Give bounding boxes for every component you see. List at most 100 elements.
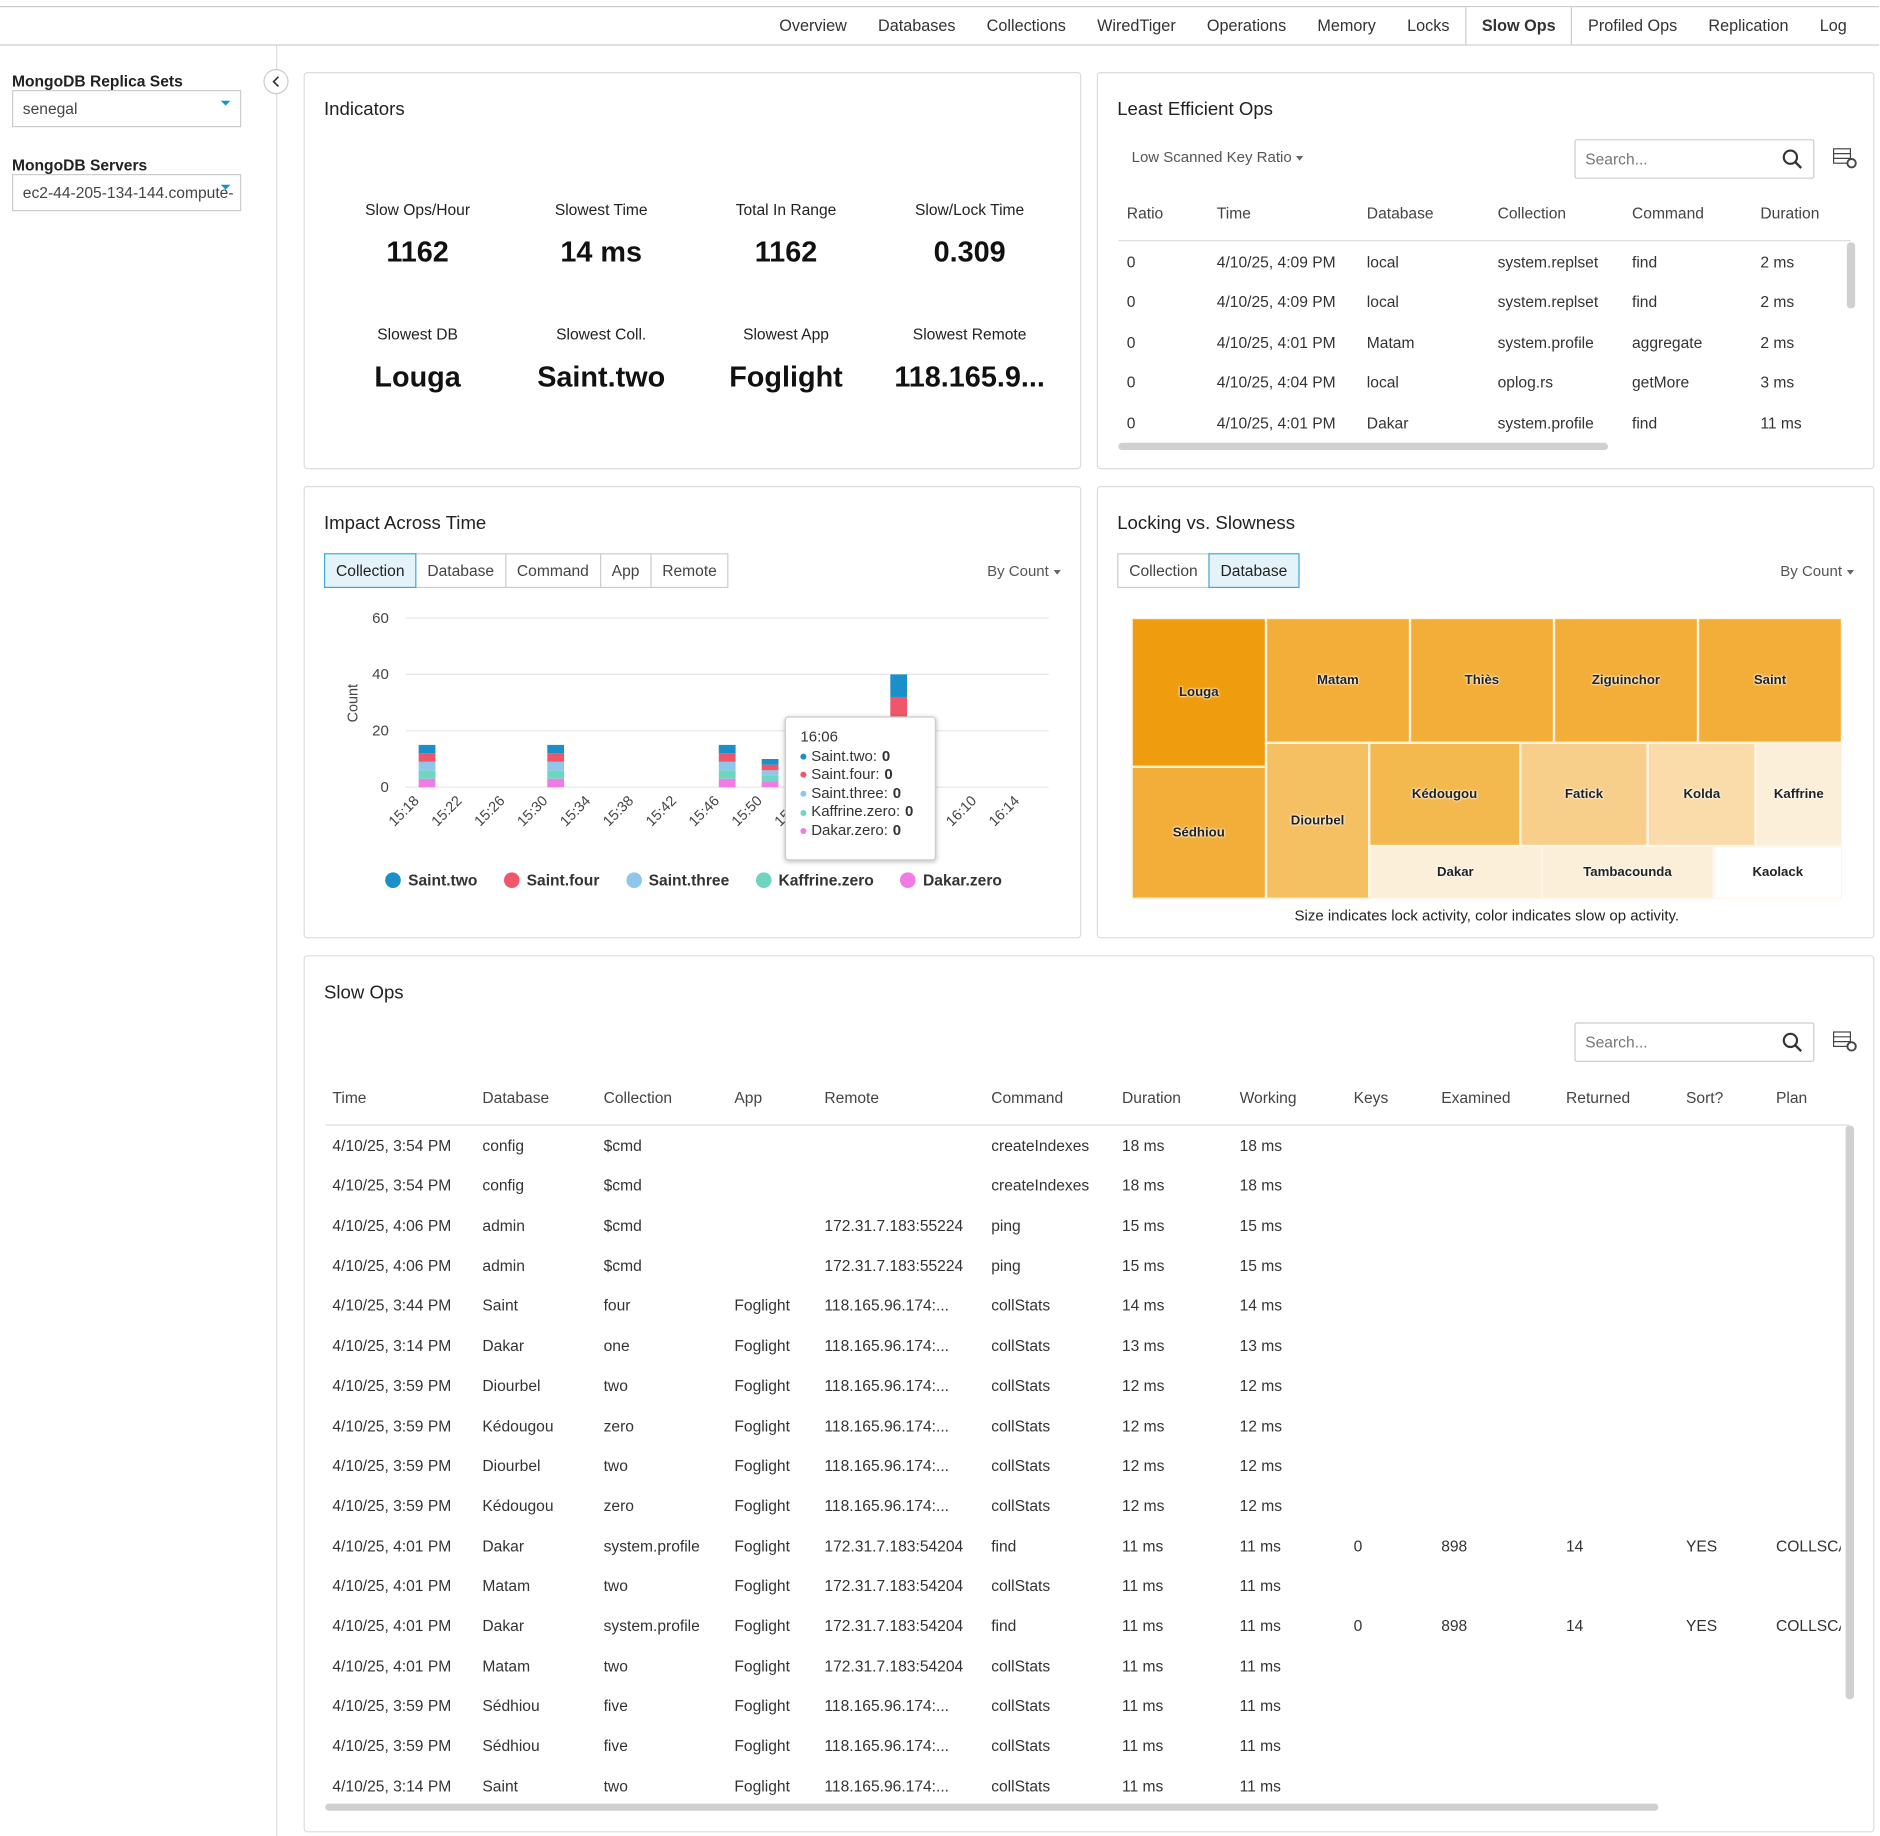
x-tick-label: 15:30 — [515, 793, 552, 830]
table-cell: 15 ms — [1239, 1216, 1283, 1235]
table-cell: Diourbel — [482, 1456, 541, 1475]
treemap-cell[interactable]: Sédhiou — [1131, 766, 1266, 899]
by-label: By Count — [1780, 562, 1843, 580]
tooltip: 16:06Saint.two0Saint.four0Saint.three0Ka… — [784, 716, 937, 861]
legend-label: Saint.four — [526, 871, 600, 890]
bar-segment — [718, 753, 736, 762]
table-cell: two — [603, 1576, 628, 1595]
nav-tab[interactable]: Log — [1819, 16, 1847, 35]
legend-item[interactable]: Saint.four — [503, 871, 600, 890]
column-settings[interactable] — [1832, 1030, 1858, 1054]
by-dropdown[interactable]: By Count — [1780, 562, 1855, 580]
legend-item[interactable]: Dakar.zero — [900, 871, 1002, 889]
nav-tab[interactable]: WiredTiger — [1097, 16, 1176, 35]
collapse-button[interactable] — [263, 68, 289, 95]
legend-item[interactable]: Kaffrine.zero — [755, 871, 874, 889]
treemap-label: Kaolack — [1752, 865, 1804, 880]
treemap-label: Kaffrine — [1773, 787, 1824, 802]
top-nav: Overview Databases Collections WiredTiger Op… — [0, 6, 1880, 46]
treemap-cell[interactable]: Kédougou — [1369, 742, 1520, 847]
bar-segment — [418, 770, 436, 779]
table-cell: collStats — [991, 1656, 1051, 1675]
treemap-cell[interactable]: Louga — [1131, 618, 1266, 767]
treemap-cell[interactable]: Tambacounda — [1541, 846, 1714, 899]
treemap-cell[interactable]: Kaffrine — [1755, 742, 1842, 847]
nav-tab[interactable]: Collections — [986, 16, 1066, 35]
table-cell: 0 — [1126, 253, 1136, 272]
table-cell: 15 ms — [1239, 1256, 1283, 1275]
table-cell: createIndexes — [991, 1176, 1090, 1195]
treemap-label: Dakar — [1436, 865, 1474, 880]
legend-item[interactable]: Saint.two — [385, 871, 477, 889]
table-cell: 12 ms — [1239, 1416, 1283, 1435]
select[interactable]: senegal — [12, 90, 242, 128]
indicator-label: Total In Range — [735, 200, 837, 219]
scrollbar[interactable] — [1845, 1125, 1855, 1700]
panel-title: Least Efficient Ops — [1117, 99, 1273, 121]
table-cell: 4/10/25, 3:54 PM — [332, 1176, 452, 1195]
table-cell: Foglight — [734, 1656, 790, 1675]
search-box[interactable]: Search... — [1574, 1022, 1815, 1062]
table-cell: 898 — [1441, 1616, 1468, 1635]
tab-button[interactable]: Command — [504, 553, 601, 588]
legend-item[interactable]: Saint.three — [625, 871, 729, 889]
table-cell: 11 ms — [1122, 1696, 1164, 1715]
table-cell: 4/10/25, 4:01 PM — [332, 1536, 452, 1555]
treemap-cell[interactable]: Diourbel — [1265, 742, 1370, 899]
treemap-label: Louga — [1178, 685, 1219, 700]
tab-button[interactable]: App — [599, 553, 652, 588]
tab-group: Collection Database Command App Remote — [324, 553, 729, 588]
tab-button[interactable]: Database — [1208, 553, 1300, 588]
scrollbar[interactable] — [325, 1803, 1659, 1811]
tab-button[interactable]: Database — [415, 553, 507, 588]
column-header: Examined — [1441, 1088, 1511, 1107]
table-cell: 11 ms — [1122, 1616, 1164, 1635]
treemap-cell[interactable]: Dakar — [1369, 846, 1542, 899]
table-cell: 12 ms — [1239, 1496, 1283, 1515]
tab-button[interactable]: Collection — [324, 553, 417, 588]
column-header: Keys — [1353, 1088, 1389, 1107]
treemap-label: Diourbel — [1290, 813, 1345, 829]
nav-tab[interactable]: Operations — [1206, 16, 1287, 35]
nav-tab[interactable]: Overview — [779, 16, 847, 35]
search-icon[interactable] — [1782, 149, 1804, 171]
by-dropdown[interactable]: By Count — [987, 563, 1061, 580]
scrollbar[interactable] — [1118, 442, 1609, 451]
treemap-cell[interactable]: Saint — [1697, 618, 1842, 743]
treemap-cell[interactable]: Ziguinchor — [1553, 618, 1698, 743]
treemap-label: Fatick — [1564, 787, 1604, 802]
nav-tab[interactable]: Profiled Ops — [1588, 16, 1678, 35]
search-icon[interactable] — [1782, 1032, 1804, 1054]
treemap-cell[interactable]: Fatick — [1519, 742, 1649, 847]
nav-tab[interactable]: Slow Ops — [1465, 7, 1573, 45]
treemap-cell[interactable]: Matam — [1265, 618, 1410, 743]
tab-button[interactable]: Collection — [1117, 553, 1210, 588]
nav-tab[interactable]: Locks — [1407, 16, 1450, 35]
panel-title: Indicators — [324, 99, 405, 121]
table-cell: 11 ms — [1239, 1616, 1281, 1635]
filter-dropdown[interactable]: Low Scanned Key Ratio — [1132, 149, 1304, 166]
nav-tab[interactable]: Databases — [878, 16, 956, 35]
x-tick-label: 15:18 — [386, 793, 423, 830]
column-settings[interactable] — [1832, 146, 1858, 170]
bar-segment — [547, 770, 565, 779]
treemap-cell[interactable]: Kolda — [1648, 742, 1756, 847]
table-cell: Foglight — [734, 1576, 790, 1595]
treemap-cell[interactable]: Thiès — [1409, 618, 1554, 743]
nav-tab[interactable]: Memory — [1317, 16, 1376, 35]
search-box[interactable]: Search... — [1574, 139, 1815, 179]
table-cell: 0 — [1353, 1536, 1363, 1555]
table-cell: 2 ms — [1760, 293, 1795, 312]
table-cell: 18 ms — [1122, 1136, 1165, 1155]
table-cell: 2 ms — [1760, 333, 1795, 352]
scrollbar[interactable] — [1846, 242, 1856, 309]
column-header: Database — [1366, 204, 1434, 223]
tab-button[interactable]: Remote — [650, 553, 729, 588]
nav-tab[interactable]: Replication — [1708, 16, 1789, 35]
select-value: ec2-44-205-134-144.compute- — [22, 183, 234, 202]
column-header: Plan — [1776, 1088, 1808, 1107]
select[interactable]: ec2-44-205-134-144.compute- — [12, 174, 242, 212]
table-cell: find — [1632, 253, 1658, 272]
table-cell: Foglight — [734, 1456, 790, 1475]
treemap-cell[interactable]: Kaolack — [1713, 846, 1842, 899]
